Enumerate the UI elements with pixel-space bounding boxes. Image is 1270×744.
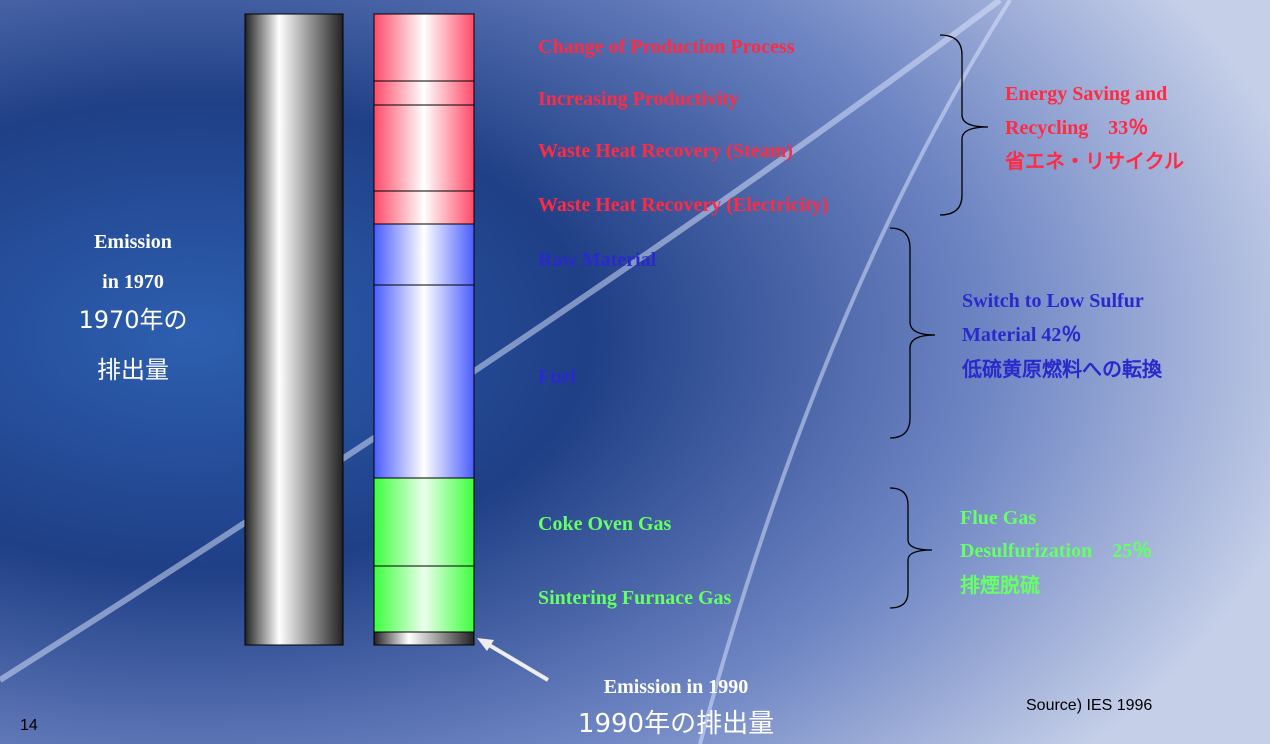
- summary: 排煙脱硫: [960, 573, 1040, 597]
- segment: [373, 13, 475, 82]
- item-label: Waste Heat Recovery (Steam): [538, 140, 793, 162]
- item-label: Raw Material: [538, 249, 657, 271]
- bottom-label: 1990年の排出量: [578, 709, 774, 739]
- segment: [373, 284, 475, 479]
- page-number: 14: [20, 717, 38, 734]
- summary: Desulfurization 25％: [960, 540, 1152, 562]
- brace: [889, 227, 936, 439]
- brace: [939, 34, 989, 216]
- item-label: Fuel: [538, 366, 576, 388]
- item-label: Change of Production Process: [538, 36, 795, 58]
- summary: 低硫黄原燃料への転換: [961, 357, 1163, 381]
- label: 排出量: [97, 356, 169, 384]
- item-label: Increasing Productivity: [538, 88, 739, 110]
- bottom-label: Emission in 1990: [604, 676, 748, 698]
- arrow: [482, 640, 550, 682]
- summary: Flue Gas: [960, 507, 1036, 529]
- label: 1970年の: [78, 306, 187, 334]
- label: Emission: [94, 231, 172, 253]
- swirl: [0, 0, 1002, 683]
- summary: Switch to Low Sulfur: [962, 290, 1144, 312]
- bar-1970: [244, 13, 344, 646]
- item-label: Waste Heat Recovery (Electricity): [538, 194, 828, 216]
- summary: Energy Saving and: [1005, 83, 1167, 105]
- source: Source) IES 1996: [1026, 697, 1152, 714]
- label: in 1970: [102, 271, 164, 293]
- segment: [373, 223, 475, 286]
- left-label: Emission in 1970 1970年の 排出量: [78, 231, 187, 384]
- summary: 省エネ・リサイクル: [1004, 149, 1184, 173]
- summary: Recycling 33％: [1005, 117, 1148, 139]
- bar-1990-stack: [373, 13, 475, 646]
- segment: [373, 80, 475, 106]
- segment: [373, 631, 475, 646]
- segment: [373, 104, 475, 192]
- segment: [373, 477, 475, 567]
- item-label: Coke Oven Gas: [538, 513, 672, 535]
- swirl: [698, 0, 1012, 744]
- arrowhead: [477, 638, 494, 651]
- item-label: Sintering Furnace Gas: [538, 587, 732, 609]
- summary: Material 42％: [962, 324, 1081, 346]
- brace: [889, 487, 933, 609]
- segment: [373, 190, 475, 225]
- segment: [373, 565, 475, 633]
